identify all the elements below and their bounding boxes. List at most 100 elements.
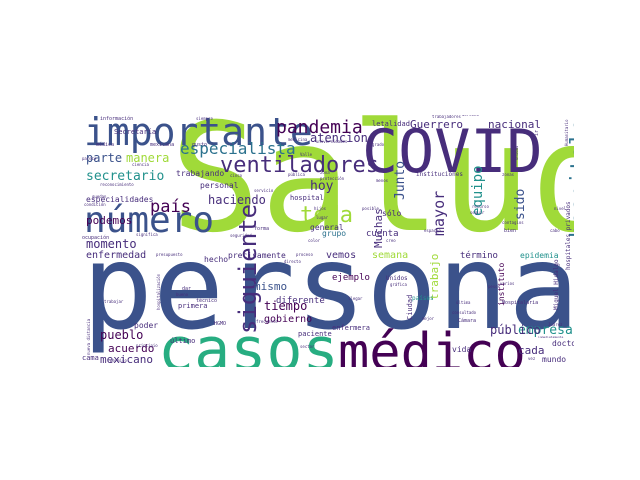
word-ciencia: ciencia [132,162,149,167]
word-cinco: cinco [230,173,243,178]
word-manera: manera [126,151,169,165]
word-juárez: Juárez [548,322,563,327]
word-unidad: Unidad [514,145,519,160]
word-cuenta: cuenta [366,229,399,239]
word-trabajando: trabajando [176,169,224,178]
word-enfermera: enfermera [332,324,370,332]
word-contagios: contagios [502,220,524,225]
word-epidemia: epidemia [520,251,559,260]
word-ciudad: Ciudad [406,295,414,320]
word-significa: significa [136,232,158,237]
word-gráfica: gráfica [390,282,407,287]
word-especialista: especialista [180,139,296,158]
word-llegar: llegar [348,296,363,301]
word-persona: persona [82,218,574,356]
word-médico: médico [338,323,526,367]
word-posible: posible [362,206,379,211]
word-personal: personal [200,181,239,190]
word-acuerdo: acuerdo [108,342,154,355]
word-servicio: servicio [254,188,274,193]
word-empresa: empresa [518,323,573,338]
word-miguel-hidalgo: Miguel Hidalgo [553,259,560,310]
word-universidades: universidades [316,139,348,144]
word-número: número [84,200,214,241]
word-mexicana: mexicana [150,142,174,148]
word-zona: zona [320,170,330,175]
word-varios: varios [500,281,515,286]
word-mejor: mejor [422,316,435,321]
word-muchas: Muchas [372,208,385,248]
word-instituciones: instituciones [416,171,463,178]
word-trabajo: trabajo [428,254,441,300]
word-ocupación: ocupación [82,234,109,241]
word-color: color [308,238,321,243]
word-principio: principio [136,343,158,348]
word-última: última [456,300,471,305]
word-enfermedad: enfermedad [86,250,146,261]
word-haciendo: haciendo [208,193,266,207]
word-países: países [412,295,434,302]
word-público: público [490,323,541,337]
word-parece: parece [82,156,97,161]
word-protección: protección [320,176,345,181]
word-pesos: pesos [488,284,501,289]
word-espacio: espacio [424,228,441,233]
word-nacional: nacional [488,118,541,131]
word-secretario: secretario [86,169,164,184]
word-cama: cama [82,354,99,362]
word-médica: médica [96,141,114,148]
word-semana: semana [372,250,408,261]
word-cabo: cabo [550,228,560,233]
word-mexicano: mexicano [100,353,153,366]
word-parte: parte [86,151,122,165]
word-hoy: hoy [310,179,334,194]
word-creo: creo [386,238,396,243]
word-podemos: podemos [86,214,132,227]
word-nueva-distancia: nueva distancia [86,318,91,355]
word-recurso: recurso [472,204,489,209]
word-directo: directo [284,259,301,264]
word-hijos: hijos [314,206,327,211]
word-hospitalización: hospitalización [156,273,161,310]
word-dar: dar [182,286,191,292]
word-inmediatamente: inmediatamente [538,335,563,339]
word-letalidad: letalidad [372,120,410,128]
word-pandemia: pandemia [276,117,363,138]
word-sólo: sólo [382,208,401,218]
word-quedan: quedan [92,194,107,199]
word-medicina: medicina [288,137,308,142]
word-toda: toda [300,203,353,228]
word-especialidades: especialidades [86,195,154,204]
word-sector: sector [300,344,315,349]
word-permiso: permiso [110,358,127,363]
word-mayor: mayor [430,191,448,236]
word-casos: casos [158,315,339,367]
word-nivel: nivel [554,206,567,211]
word-valle: Valle [300,152,313,157]
word-término: término [460,250,498,261]
word-hecho: hecho [204,255,228,264]
word-guerrero: Guerrero [410,118,463,131]
word-hospitales: hospitales [567,115,574,238]
word-humanitario: Humanitario [564,119,569,146]
word-vemos: vemos [326,250,356,261]
word-hospital: hospital [290,194,324,202]
word-grado: grado [372,142,385,147]
word-doctor: doctor [552,339,574,348]
word-pueblo: pueblo [100,328,143,342]
word-bueno: bueno [176,292,189,297]
word-atención: atención [310,131,368,145]
word-lugar: lugar [316,215,329,220]
word-paciente: paciente [298,330,332,338]
word-diferente: diferente [276,296,325,306]
word-menos: menos [376,178,389,183]
word-primera: primera [178,302,208,310]
word-tiempo: tiempo [264,299,307,313]
word-seguir: seguir [470,210,485,215]
word-ejemplo: ejemplo [332,273,370,283]
word-consultado: consultado [452,310,477,315]
word-instituto: instituto [497,262,506,306]
word-presupuesto: presupuesto [156,252,183,257]
word-vez: vez [528,356,536,361]
word-general: general [310,223,344,232]
